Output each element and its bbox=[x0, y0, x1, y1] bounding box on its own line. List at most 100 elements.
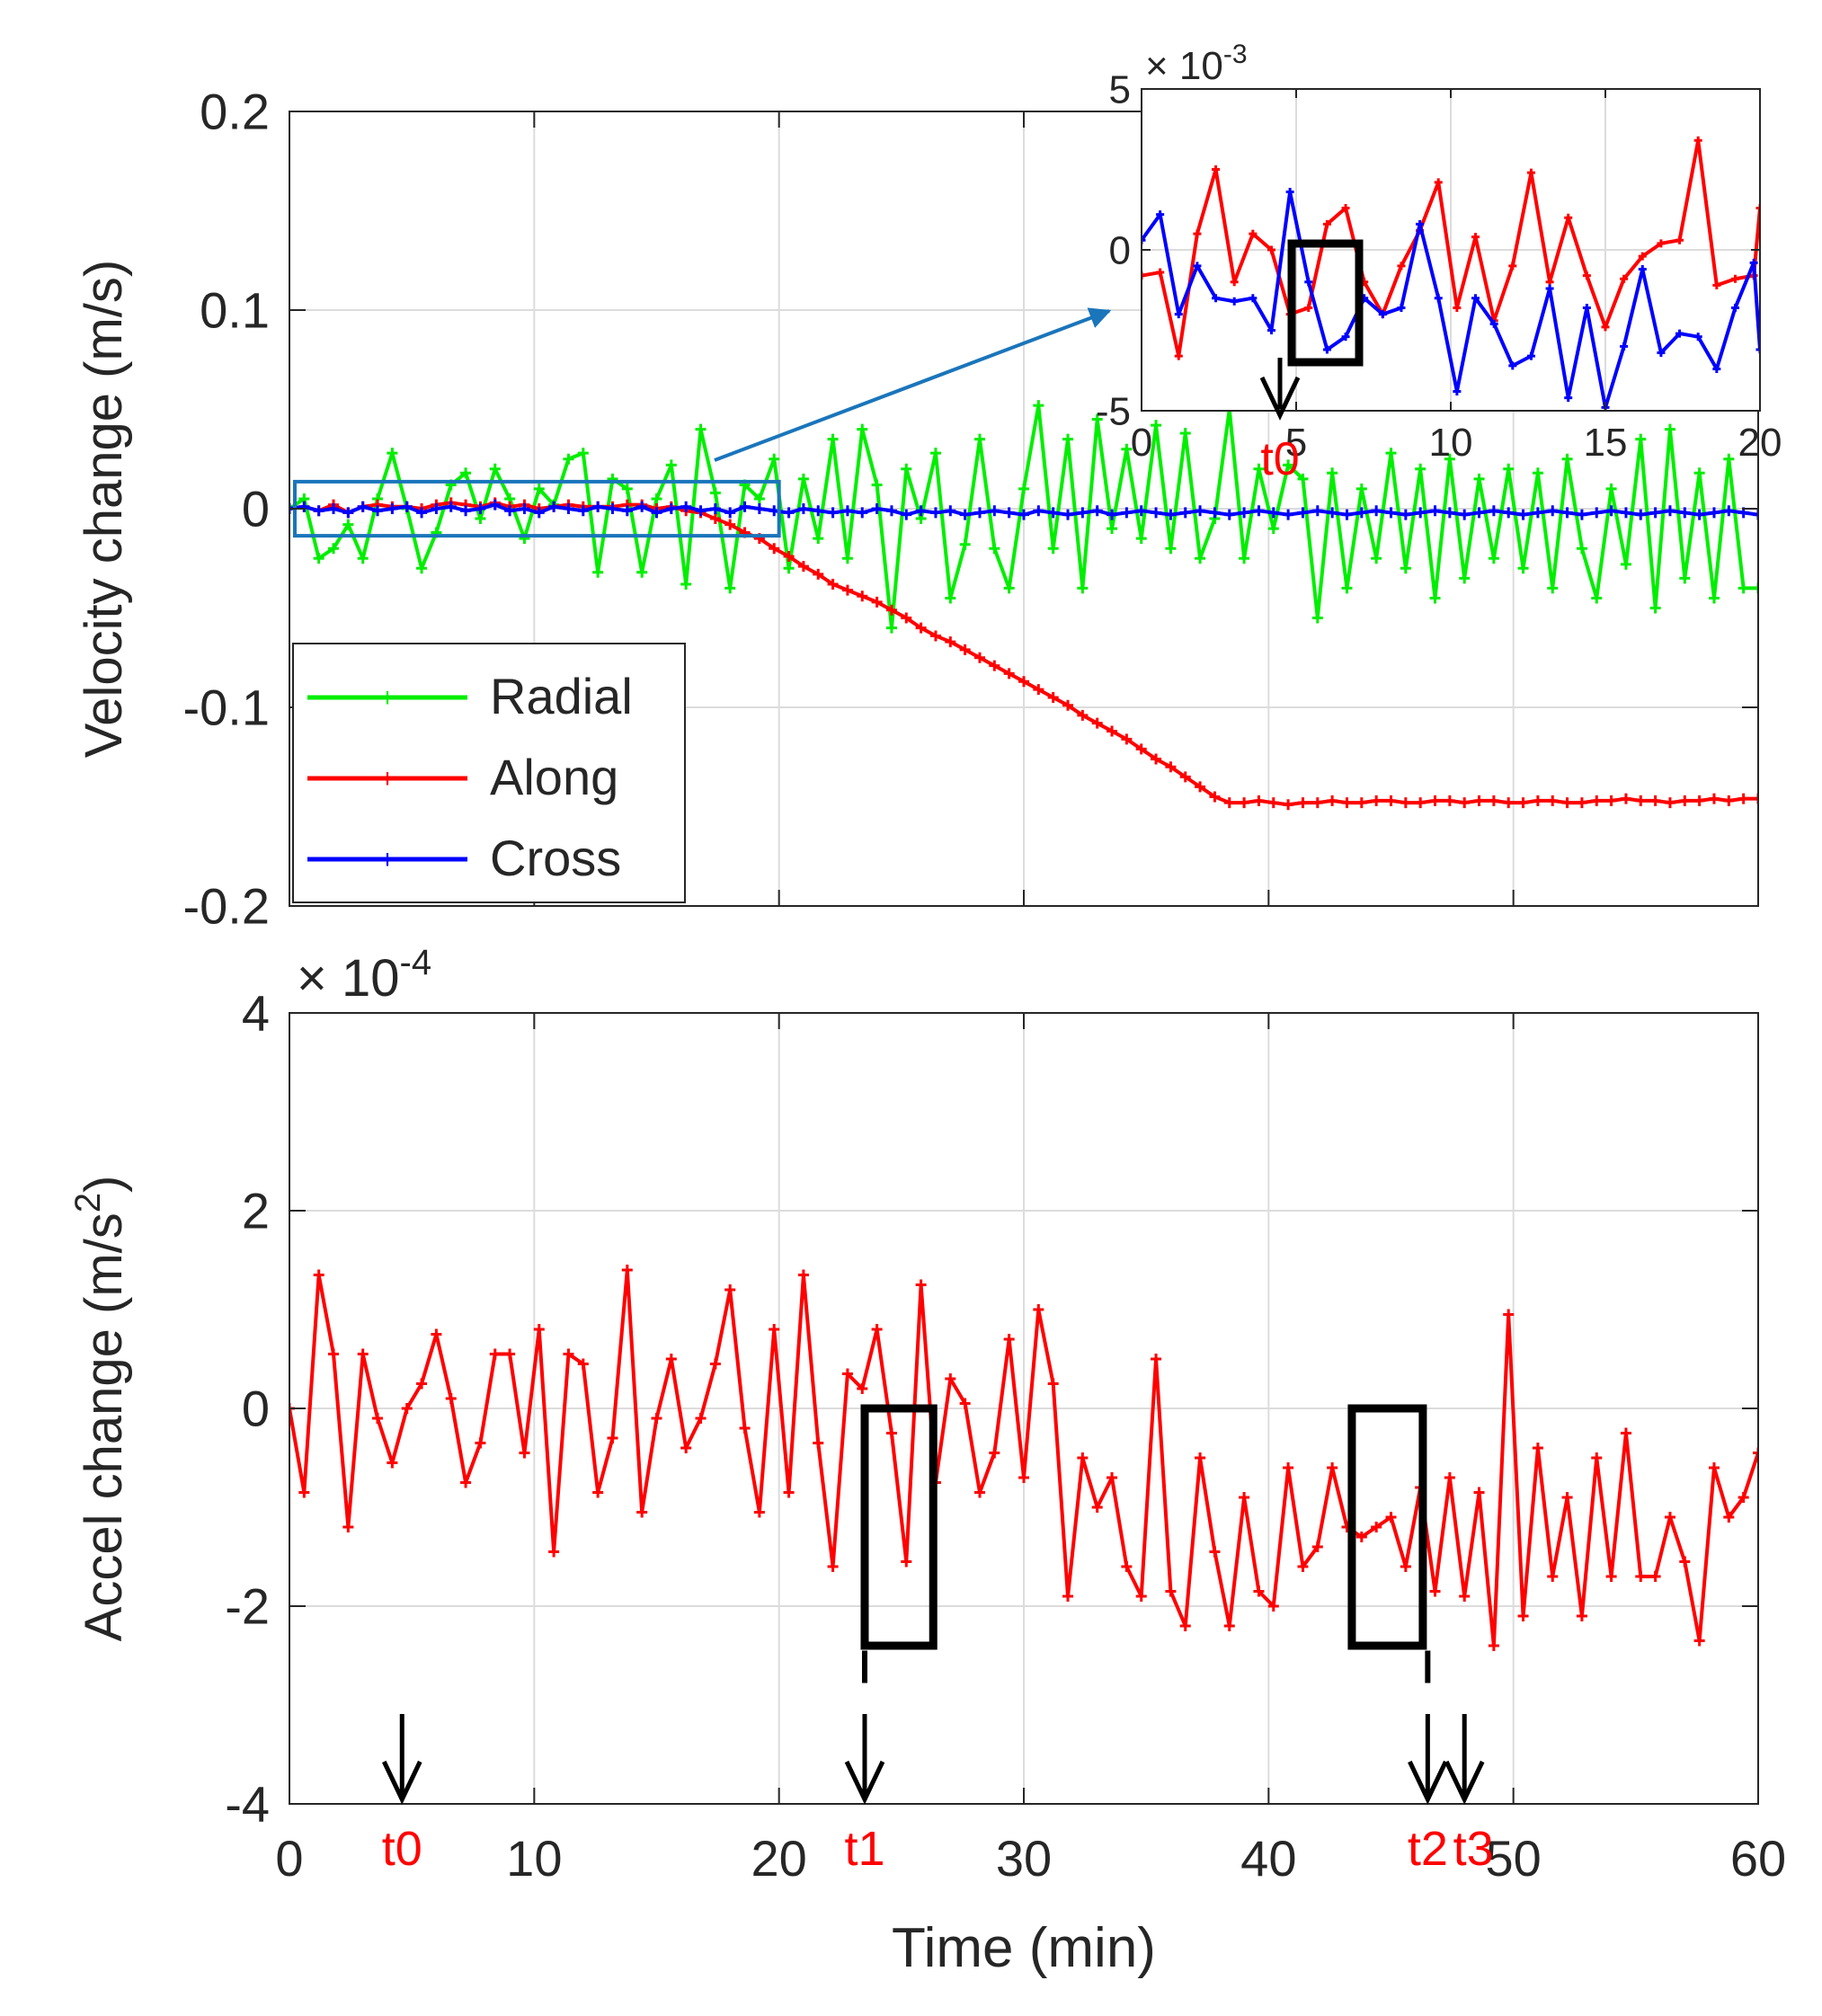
velocity-point-cross-53 bbox=[1062, 509, 1074, 520]
velocity-point-along-82 bbox=[1488, 795, 1499, 806]
velocity-point-cross-45 bbox=[945, 505, 956, 517]
velocity-point-cross-57 bbox=[1121, 507, 1133, 519]
accel-point-along-2 bbox=[313, 1269, 324, 1281]
velocity-point-along-98 bbox=[1723, 795, 1735, 806]
velocity-point-cross-18 bbox=[548, 501, 560, 512]
inset-point-cross-9 bbox=[1304, 278, 1313, 287]
velocity-point-radial-47 bbox=[973, 433, 985, 445]
velocity-point-radial-96 bbox=[1693, 467, 1705, 479]
velocity-point-radial-97 bbox=[1708, 592, 1720, 604]
velocity-point-radial-33 bbox=[769, 453, 780, 465]
accel-point-along-52 bbox=[1047, 1378, 1059, 1390]
velocity-point-cross-66 bbox=[1253, 505, 1265, 517]
accel-point-along-31 bbox=[739, 1423, 751, 1434]
legend-marker-cross: + bbox=[379, 845, 396, 875]
accel-point-along-87 bbox=[1561, 1492, 1573, 1503]
accel-point-along-5 bbox=[357, 1348, 369, 1360]
velocity-point-cross-67 bbox=[1267, 507, 1279, 519]
velocity-point-cross-100 bbox=[1753, 509, 1758, 520]
inset-highlight-box bbox=[1287, 239, 1364, 367]
velocity-point-along-51 bbox=[1033, 684, 1044, 696]
velocity-point-radial-57 bbox=[1121, 443, 1133, 455]
velocity-point-cross-74 bbox=[1371, 505, 1382, 517]
velocity-point-cross-17 bbox=[533, 507, 545, 519]
velocity-point-cross-76 bbox=[1400, 509, 1411, 520]
inset-point-cross-27 bbox=[1638, 264, 1647, 273]
inset-ytick-label-0: -5 bbox=[1096, 389, 1131, 433]
velocity-point-along-88 bbox=[1576, 797, 1587, 809]
velocity-point-radial-2 bbox=[313, 553, 324, 564]
accel-point-along-97 bbox=[1708, 1462, 1720, 1473]
accel-ytick-label-3: 2 bbox=[242, 1183, 270, 1239]
event-label-t0: t0 bbox=[382, 1822, 422, 1876]
velocity-point-radial-24 bbox=[636, 566, 648, 578]
velocity-point-radial-78 bbox=[1429, 592, 1441, 604]
velocity-point-cross-3 bbox=[328, 503, 340, 514]
velocity-point-radial-75 bbox=[1385, 448, 1397, 459]
velocity-point-radial-54 bbox=[1077, 582, 1089, 594]
velocity-point-radial-89 bbox=[1591, 592, 1603, 604]
velocity-point-radial-98 bbox=[1723, 453, 1735, 465]
velocity-point-cross-38 bbox=[841, 505, 853, 517]
velocity-point-along-50 bbox=[1018, 676, 1029, 688]
velocity-point-cross-54 bbox=[1077, 507, 1089, 519]
accel-point-along-28 bbox=[695, 1413, 707, 1424]
accel-point-along-100 bbox=[1753, 1447, 1758, 1459]
inset-point-cross-8 bbox=[1285, 188, 1294, 197]
velocity-point-radial-73 bbox=[1355, 483, 1367, 494]
velocity-point-along-45 bbox=[945, 636, 956, 648]
velocity-point-radial-40 bbox=[871, 479, 883, 491]
arrow-t1-head bbox=[844, 1760, 885, 1805]
velocity-point-along-61 bbox=[1179, 771, 1191, 783]
inset-point-along-1 bbox=[1156, 268, 1165, 277]
velocity-point-cross-6 bbox=[372, 505, 384, 517]
accel-ytick-label-4: 4 bbox=[242, 985, 270, 1042]
velocity-point-cross-61 bbox=[1179, 507, 1191, 519]
velocity-point-cross-25 bbox=[651, 507, 662, 519]
accel-point-along-29 bbox=[709, 1358, 721, 1370]
velocity-point-radial-99 bbox=[1738, 582, 1749, 594]
velocity-point-cross-46 bbox=[959, 509, 971, 520]
velocity-point-along-39 bbox=[857, 591, 868, 602]
legend-label-along: Along bbox=[490, 749, 618, 805]
event-label-t1: t1 bbox=[844, 1822, 884, 1876]
velocity-point-radial-80 bbox=[1459, 573, 1471, 584]
legend-label-radial: Radial bbox=[490, 668, 633, 724]
velocity-point-radial-81 bbox=[1473, 473, 1485, 484]
accel-point-along-67 bbox=[1267, 1601, 1279, 1612]
velocity-point-along-99 bbox=[1738, 793, 1749, 804]
velocity-point-radial-53 bbox=[1062, 433, 1074, 445]
velocity-point-radial-39 bbox=[857, 423, 868, 435]
accel-point-along-15 bbox=[504, 1348, 516, 1360]
accel-point-along-94 bbox=[1664, 1512, 1675, 1523]
accel-point-along-20 bbox=[577, 1358, 589, 1370]
velocity-point-cross-9 bbox=[416, 507, 428, 519]
legend-label-cross: Cross bbox=[490, 830, 621, 886]
event-label-t3: t3 bbox=[1453, 1822, 1494, 1876]
velocity-point-along-73 bbox=[1355, 797, 1367, 809]
velocity-point-cross-42 bbox=[901, 509, 912, 520]
velocity-point-along-70 bbox=[1311, 797, 1323, 809]
accel-point-along-11 bbox=[445, 1393, 457, 1404]
velocity-point-along-47 bbox=[973, 652, 985, 663]
accel-point-along-62 bbox=[1195, 1452, 1206, 1463]
velocity-point-radial-12 bbox=[460, 467, 472, 479]
velocity-point-along-84 bbox=[1517, 797, 1529, 809]
velocity-point-along-67 bbox=[1267, 797, 1279, 809]
accel-point-along-19 bbox=[563, 1348, 574, 1360]
velocity-ytick-label-4: 0.2 bbox=[200, 84, 270, 140]
inset-point-cross-13 bbox=[1378, 310, 1387, 319]
accel-point-along-63 bbox=[1209, 1546, 1221, 1558]
inset-xtick-label-3: 15 bbox=[1584, 421, 1628, 465]
inset-panel: 0 5 10 15 20-505 × 10-3 t0 bbox=[1096, 40, 1782, 485]
inset-ticks: 0 5 10 15 20-505 bbox=[1096, 67, 1782, 465]
velocity-point-cross-35 bbox=[797, 503, 809, 514]
velocity-point-radial-48 bbox=[989, 543, 1000, 555]
velocity-point-radial-66 bbox=[1253, 463, 1265, 475]
velocity-point-along-95 bbox=[1679, 795, 1691, 806]
velocity-point-cross-16 bbox=[519, 503, 530, 514]
velocity-point-radial-88 bbox=[1576, 543, 1587, 555]
velocity-point-cross-31 bbox=[739, 501, 751, 512]
inset-point-cross-34 bbox=[1755, 345, 1760, 354]
accel-point-along-39 bbox=[857, 1383, 868, 1394]
